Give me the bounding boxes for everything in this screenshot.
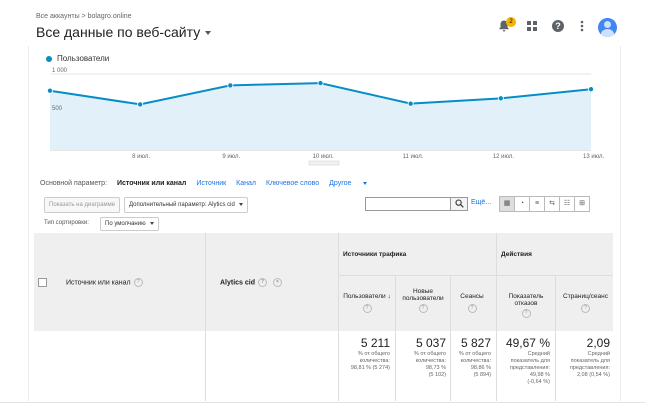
select-all-checkbox[interactable] — [38, 278, 47, 287]
svg-text:?: ? — [555, 21, 561, 31]
dimension-other[interactable]: Другое — [329, 180, 375, 187]
help-icon[interactable]: ? — [467, 304, 477, 313]
col-header-source-medium[interactable]: Источник или канал? — [66, 278, 143, 287]
data-point[interactable] — [227, 82, 234, 89]
advanced-filter-link[interactable]: Ещё... — [471, 199, 492, 206]
group-header-actions: Действия — [501, 251, 532, 258]
primary-dimension-bar: Основной параметр: Источник или канал Ис… — [40, 180, 383, 187]
column-divider — [205, 233, 206, 401]
legend-label: Пользователи — [57, 54, 110, 63]
chevron-down-icon — [149, 221, 154, 225]
total-users: 5 211 — [360, 336, 390, 350]
primary-dimension-label: Основной параметр: — [40, 180, 108, 187]
chevron-down-icon — [238, 202, 243, 206]
sort-arrow-down-icon: ↓ — [387, 293, 391, 300]
table-search-input[interactable] — [365, 197, 452, 211]
column-divider — [395, 275, 396, 401]
table-header — [34, 233, 613, 331]
pie-view-icon[interactable]: ◔ — [514, 196, 530, 212]
app-header: Все аккаунты > bolagro.online Все данные… — [0, 0, 645, 46]
help-icon[interactable]: ? — [581, 304, 590, 313]
data-point[interactable] — [47, 87, 54, 94]
view-selector-label[interactable]: Все данные по веб-сайту — [36, 24, 201, 40]
help-icon[interactable]: ? — [133, 278, 143, 287]
chart-legend[interactable]: Пользователи — [46, 54, 109, 63]
apps-grid-icon[interactable] — [525, 19, 539, 33]
dimension-medium[interactable]: Канал — [236, 180, 256, 187]
chevron-down-icon — [363, 181, 368, 185]
total-bounce-rate: 49,67 % — [505, 336, 550, 350]
chevron-down-icon[interactable] — [205, 31, 212, 36]
more-vert-icon[interactable] — [575, 19, 589, 33]
search-button[interactable] — [450, 197, 468, 211]
col-header-sessions[interactable]: Сеансы? — [460, 293, 484, 313]
data-point[interactable] — [588, 86, 595, 93]
users-line-chart: 1 000 500 8 июл. 9 июл. 10 июл. 11 июл. 12 ию… — [47, 68, 605, 166]
plot-rows-button[interactable]: Показать на диаграмме — [44, 197, 121, 213]
term-cloud-view-icon[interactable]: ☷ — [559, 196, 575, 212]
help-icon[interactable]: ? — [521, 309, 531, 318]
col-header-pages-per-session[interactable]: Страниц/сеанс? — [563, 293, 608, 313]
x-tick-label: 9 июл. — [222, 154, 240, 160]
notification-badge[interactable]: 2 — [506, 17, 516, 27]
x-tick-label: 12 июл. — [493, 154, 515, 160]
col-header-alytics-cid[interactable]: Alytics cid? × — [220, 278, 283, 287]
help-icon[interactable]: ? — [258, 278, 268, 287]
dimension-keyword[interactable]: Ключевое слово — [265, 180, 320, 187]
breadcrumb[interactable]: Все аккаунты > bolagro.online — [36, 13, 132, 20]
data-point[interactable] — [497, 95, 504, 102]
total-sessions: 5 827 — [460, 336, 491, 350]
chart-resize-handle[interactable] — [308, 160, 340, 166]
group-divider — [338, 275, 613, 276]
data-point[interactable] — [407, 100, 414, 107]
col-header-users[interactable]: Пользователи ↓? — [343, 293, 391, 313]
col-header-new-users[interactable]: Новые пользователи? — [402, 288, 444, 313]
help-icon[interactable]: ? — [418, 304, 428, 313]
search-icon — [454, 199, 464, 209]
card-bottom-border — [0, 402, 645, 403]
x-tick-label: 13 июл. — [583, 154, 605, 160]
secondary-dimension-select[interactable]: Дополнительный параметр: Alytics cid — [124, 197, 248, 213]
total-sessions-sub: % от общего количества: 98,86 % (5 894) — [458, 351, 491, 378]
total-bounce-rate-sub: Средний показатель для представления: 49,98… — [509, 351, 550, 385]
total-pages-per-session-sub: Средний показатель для представления: 2,08 … — [569, 351, 610, 378]
help-icon[interactable]: ? — [362, 304, 372, 313]
page-title[interactable]: Все данные по веб-сайту — [36, 24, 212, 40]
legend-dot-icon — [46, 55, 52, 62]
col-header-bounce-rate[interactable]: Показатель отказов? — [508, 293, 544, 318]
y-tick-label: 1 000 — [52, 68, 68, 74]
column-divider — [338, 233, 339, 401]
x-tick-label: 11 июл. — [403, 154, 424, 160]
table-view-icon[interactable]: ▦ — [499, 196, 515, 212]
total-new-users-sub: % от общего количества: 98,73 % (5 102) — [413, 351, 446, 378]
sort-type-select[interactable]: По умолчанию — [100, 217, 159, 231]
group-header-traffic-sources: Источники трафика — [343, 251, 407, 258]
avatar[interactable] — [598, 18, 617, 37]
help-icon[interactable]: ? — [551, 19, 565, 33]
column-divider — [496, 233, 497, 401]
dimension-source-medium[interactable]: Источник или канал — [116, 180, 187, 187]
data-point[interactable] — [137, 101, 144, 108]
comparison-view-icon[interactable]: ⇆ — [544, 196, 560, 212]
view-switcher: ▦ ◔ ≡ ⇆ ☷ ⊞ — [499, 196, 590, 212]
x-tick-label: 10 июл. — [313, 154, 335, 160]
dimension-source[interactable]: Источник — [196, 180, 227, 187]
x-tick-label: 8 июл. — [132, 154, 150, 160]
total-users-sub: % от общего количества: 98,81 % (5 274) — [350, 351, 390, 371]
y-tick-label: 500 — [52, 106, 63, 112]
performance-view-icon[interactable]: ≡ — [529, 196, 545, 212]
column-divider — [555, 275, 556, 401]
total-new-users: 5 037 — [415, 336, 446, 350]
total-pages-per-session: 2,09 — [586, 336, 610, 350]
column-divider — [450, 275, 451, 401]
data-point[interactable] — [317, 80, 324, 87]
pivot-view-icon[interactable]: ⊞ — [574, 196, 590, 212]
sort-type-label: Тип сортировки: — [44, 220, 89, 226]
users-area — [50, 83, 591, 150]
remove-dimension-icon[interactable]: × — [273, 278, 283, 287]
